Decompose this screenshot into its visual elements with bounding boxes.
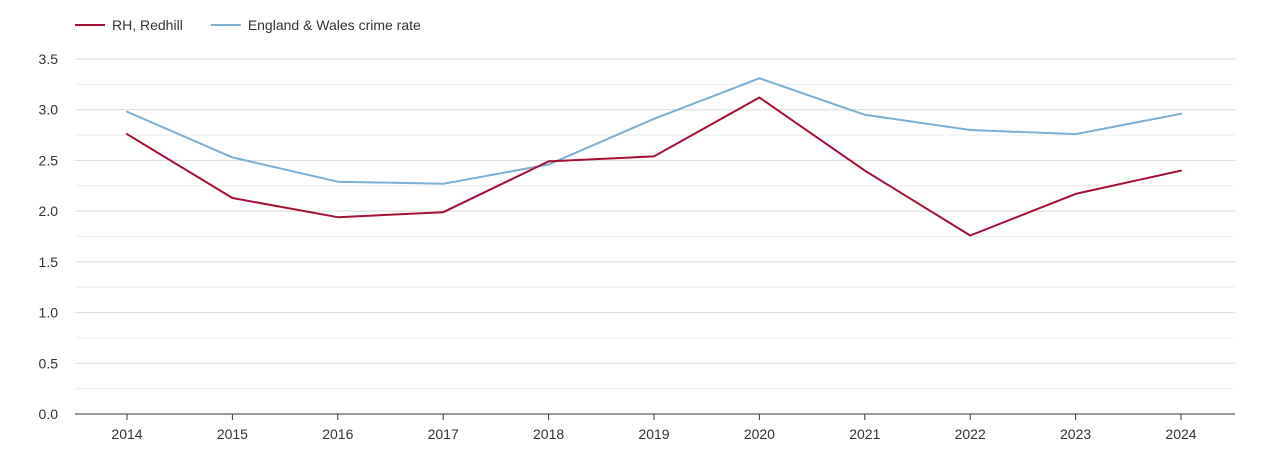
- data-point-0-2015[interactable]: [228, 194, 236, 202]
- x-tick-label: 2023: [1060, 426, 1091, 442]
- x-tick-label: 2021: [849, 426, 880, 442]
- legend-label-0: RH, Redhill: [112, 17, 183, 33]
- data-point-1-2017[interactable]: [439, 180, 447, 188]
- data-point-0-2020[interactable]: [755, 94, 763, 102]
- gridlines: [75, 58, 1235, 390]
- y-tick-label: 1.5: [39, 254, 59, 270]
- legend-label-1: England & Wales crime rate: [248, 17, 421, 33]
- y-tick-label: 0.5: [39, 355, 59, 371]
- y-tick-label: 3.5: [39, 51, 59, 67]
- x-tick-label: 2016: [322, 426, 353, 442]
- x-tick-label: 2015: [217, 426, 248, 442]
- data-point-0-2021[interactable]: [861, 167, 869, 175]
- data-point-0-2019[interactable]: [650, 152, 658, 160]
- x-axis-ticks: 2014 2015 2016 2017 2018 2019 2020 2021 2022 2023…: [111, 414, 1197, 442]
- y-axis-ticks: 0.0 0.5 1.0 1.5 2.0 2.5 3.0 3.5: [39, 51, 59, 422]
- x-tick-label: 2014: [111, 426, 142, 442]
- x-tick-label: 2020: [744, 426, 775, 442]
- y-tick-label: 3.0: [39, 102, 59, 118]
- data-point-0-2018[interactable]: [545, 157, 553, 165]
- x-tick-label: 2019: [638, 426, 669, 442]
- data-point-1-2020[interactable]: [755, 74, 763, 82]
- series-line-1: [126, 77, 1182, 185]
- series-lines: [123, 74, 1185, 239]
- data-point-1-2015[interactable]: [228, 153, 236, 161]
- data-point-0-2022[interactable]: [966, 231, 974, 239]
- data-point-0-2017[interactable]: [439, 208, 447, 216]
- y-tick-label: 2.5: [39, 152, 59, 168]
- x-tick-label: 2017: [428, 426, 459, 442]
- data-point-1-2014[interactable]: [123, 108, 131, 116]
- data-point-1-2024[interactable]: [1177, 110, 1185, 118]
- x-tick-label: 2018: [533, 426, 564, 442]
- data-point-0-2024[interactable]: [1177, 167, 1185, 175]
- data-point-1-2023[interactable]: [1072, 130, 1080, 138]
- series-line-0: [126, 96, 1182, 237]
- data-point-0-2023[interactable]: [1072, 190, 1080, 198]
- data-point-0-2014[interactable]: [123, 130, 131, 138]
- data-point-1-2022[interactable]: [966, 126, 974, 134]
- legend: RH, Redhill England & Wales crime rate: [75, 17, 421, 33]
- data-point-1-2021[interactable]: [861, 111, 869, 119]
- data-point-0-2016[interactable]: [334, 213, 342, 221]
- y-tick-label: 0.0: [39, 406, 59, 422]
- x-tick-label: 2022: [955, 426, 986, 442]
- data-point-1-2016[interactable]: [334, 178, 342, 186]
- y-tick-label: 2.0: [39, 203, 59, 219]
- y-tick-label: 1.0: [39, 305, 59, 321]
- data-point-1-2019[interactable]: [650, 115, 658, 123]
- x-tick-label: 2024: [1165, 426, 1196, 442]
